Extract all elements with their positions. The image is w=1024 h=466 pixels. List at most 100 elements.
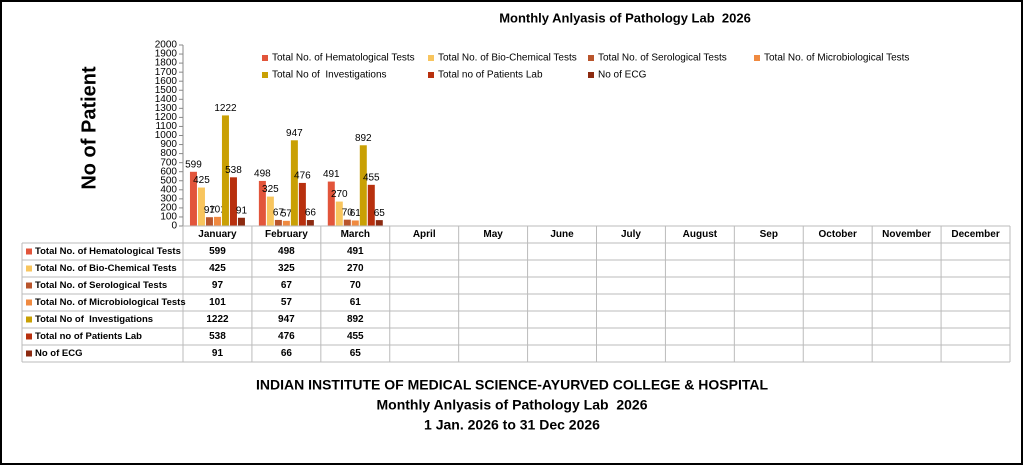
x-tick-label: April [413, 229, 436, 240]
table-swatch [26, 282, 32, 289]
y-tick-label: 200 [160, 203, 177, 214]
footer-line: INDIAN INSTITUTE OF MEDICAL SCIENCE-AYUR… [256, 377, 769, 393]
legend-swatch [262, 72, 268, 78]
y-tick-label: 1000 [155, 130, 178, 141]
data-label: 491 [323, 169, 340, 180]
bar [189, 171, 197, 226]
bar [266, 196, 274, 226]
table-swatch [26, 350, 32, 357]
table-swatch [26, 333, 32, 340]
table-cell: 425 [209, 263, 226, 274]
y-tick-label: 1200 [155, 112, 178, 123]
bar [282, 220, 290, 226]
y-tick-label: 700 [160, 157, 177, 168]
table-cell: 599 [209, 246, 226, 257]
legend-swatch [262, 55, 268, 61]
x-tick-label: January [198, 229, 237, 240]
bar [306, 220, 314, 226]
bar [221, 115, 229, 226]
y-tick-label: 1500 [155, 85, 178, 96]
data-label: 599 [185, 159, 202, 170]
table-cell: 61 [350, 297, 362, 308]
x-tick-label: May [483, 229, 503, 240]
y-tick-label: 900 [160, 139, 177, 150]
legend-label: Total No. of Bio-Chemical Tests [438, 53, 577, 64]
bar [359, 145, 367, 226]
x-tick-label: March [341, 229, 370, 240]
data-label: 65 [374, 208, 386, 219]
bar [237, 217, 245, 226]
table-row-label: Total No. of Microbiological Tests [35, 297, 186, 308]
legend-swatch [588, 72, 594, 78]
data-label: 425 [193, 175, 210, 186]
y-tick-label: 300 [160, 193, 177, 204]
chart-title: Monthly Anlyasis of Pathology Lab 2026 [499, 10, 751, 25]
data-label: 947 [286, 128, 303, 139]
bar [197, 187, 205, 226]
data-label: 270 [331, 189, 348, 200]
bar [229, 177, 237, 226]
bar [274, 219, 282, 226]
data-label: 325 [262, 184, 279, 195]
table-cell: 498 [278, 246, 295, 257]
x-tick-label: August [683, 229, 718, 240]
bar [205, 217, 213, 226]
bar [375, 220, 383, 226]
data-label: 1222 [214, 103, 237, 114]
table-row-label: Total No. of Serological Tests [35, 280, 167, 291]
legend-swatch [588, 55, 594, 61]
table-cell: 57 [281, 297, 293, 308]
data-label: 101 [209, 205, 226, 216]
data-label: 61 [350, 208, 362, 219]
x-tick-label: July [621, 229, 641, 240]
y-tick-label: 0 [171, 221, 177, 232]
table-cell: 455 [347, 331, 364, 342]
data-label: 67 [273, 208, 285, 219]
x-tick-label: February [265, 229, 308, 240]
y-tick-label: 1600 [155, 76, 178, 87]
footer-line: 1 Jan. 2026 to 31 Dec 2026 [424, 417, 600, 433]
data-label: 538 [225, 165, 242, 176]
y-tick-label: 1300 [155, 103, 178, 114]
table-cell: 892 [347, 314, 364, 325]
data-label: 455 [363, 172, 380, 183]
table-cell: 325 [278, 263, 295, 274]
table-cell: 491 [347, 246, 364, 257]
table-cell: 270 [347, 263, 364, 274]
data-label: 66 [305, 208, 317, 219]
bar [258, 180, 266, 226]
table-cell: 947 [278, 314, 295, 325]
y-tick-label: 800 [160, 148, 177, 159]
legend-label: Total No. of Serological Tests [598, 53, 727, 64]
y-tick-label: 500 [160, 175, 177, 186]
bar [327, 181, 335, 226]
y-tick-label: 1400 [155, 94, 178, 105]
table-swatch [26, 265, 32, 272]
footer-line: Monthly Anlyasis of Pathology Lab 2026 [377, 397, 648, 413]
y-tick-label: 1800 [155, 58, 178, 69]
x-tick-label: November [882, 229, 931, 240]
y-tick-label: 2000 [155, 40, 178, 51]
x-tick-label: June [550, 229, 574, 240]
table-cell: 538 [209, 331, 226, 342]
table-row-label: No of ECG [35, 348, 83, 359]
table-cell: 1222 [206, 314, 229, 325]
table-cell: 65 [350, 348, 362, 359]
table-row-label: Total No. of Hematological Tests [35, 246, 181, 257]
legend-swatch [428, 72, 434, 78]
data-label: 91 [236, 205, 248, 216]
y-tick-label: 1700 [155, 67, 178, 78]
bar [213, 216, 221, 226]
legend-swatch [754, 55, 760, 61]
table-swatch [26, 299, 32, 306]
data-label: 498 [254, 169, 271, 180]
table-cell: 91 [212, 348, 224, 359]
bar [351, 220, 359, 226]
data-label: 97 [204, 205, 216, 216]
table-cell: 476 [278, 331, 295, 342]
y-tick-label: 1900 [155, 49, 178, 60]
y-axis-label: No of Patient [78, 66, 100, 190]
data-label: 57 [281, 208, 293, 219]
